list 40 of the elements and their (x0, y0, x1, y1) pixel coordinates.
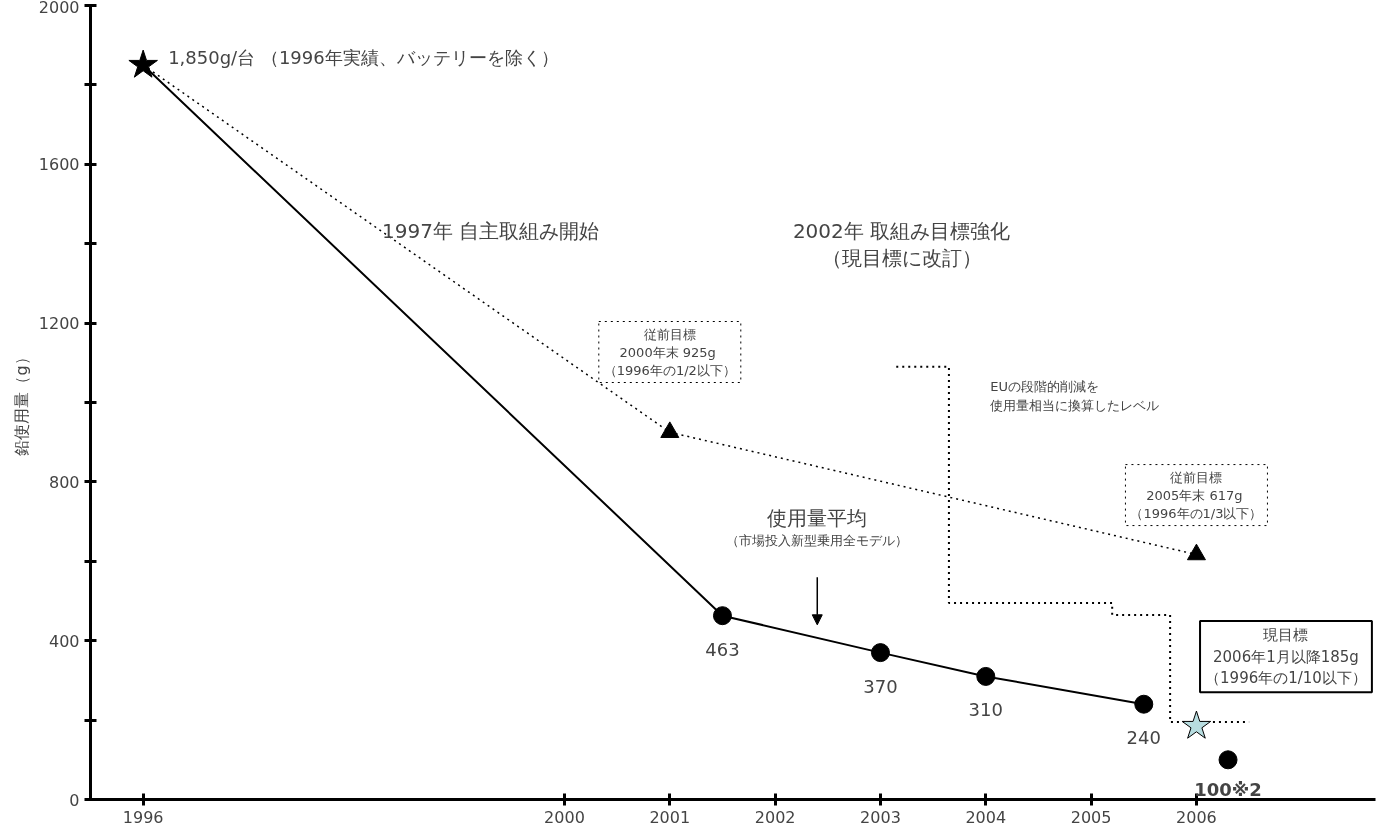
x-tick-label: 2000 (544, 807, 585, 827)
y-axis-title: 鉛使用量（g） (11, 349, 31, 456)
point (128, 49, 158, 78)
annotation: 2002年 取組み目標強化 (792, 218, 1011, 243)
x-tick-label: 2002 (754, 807, 796, 827)
data-label: 240 (1126, 727, 1161, 749)
point (1181, 710, 1212, 739)
text: 使用量平均 (767, 505, 868, 530)
point (1218, 750, 1238, 770)
x-tick-label: 1996 (122, 807, 164, 827)
x-tick-label: 2004 (965, 807, 1007, 827)
annotation: （市場投入新型乗用全モデル） (726, 533, 909, 549)
data-label: 310 (968, 699, 1003, 721)
x-tick-label: 2005 (1070, 807, 1112, 827)
point (1186, 543, 1206, 561)
y-tick-label: 0 (69, 790, 80, 810)
annotation: EUの段階的削減を (990, 378, 1099, 394)
y-tick-label: 1600 (38, 155, 80, 175)
annotation: （現目標に改訂） (821, 246, 982, 271)
data-label: 463 (705, 638, 740, 660)
x-tick-label: 2003 (860, 807, 901, 827)
point (660, 421, 680, 438)
point (870, 643, 890, 663)
annotation: 使用量相当に換算したレベル (990, 398, 1160, 414)
annotation: 1997年 自主取組み開始 (382, 218, 600, 243)
annotation: 1,850g/台 （1996年実績、バッテリーを除く） (168, 47, 559, 69)
y-tick-label: 1200 (38, 314, 80, 334)
y-tick-label: 800 (48, 472, 80, 492)
x-tick-label: 2006 (1176, 807, 1217, 827)
x-tick-label: 2001 (649, 807, 691, 827)
y-tick-label: 400 (48, 631, 80, 651)
data-label: 370 (863, 675, 898, 697)
point (976, 666, 996, 686)
y-tick-label: 2000 (38, 0, 80, 17)
point (1134, 694, 1154, 714)
annotation: 従前目標 2000年末 925g （1996年の1/2以下） (603, 326, 736, 378)
data-label: 100※2 (1194, 778, 1262, 800)
point (712, 606, 732, 626)
annotation: 従前目標 2005年末 617g （1996年の1/3以下） (1130, 469, 1263, 521)
annotation: 現目標 2006年1月以降185g （1996年の1/10以下） (1205, 626, 1367, 688)
